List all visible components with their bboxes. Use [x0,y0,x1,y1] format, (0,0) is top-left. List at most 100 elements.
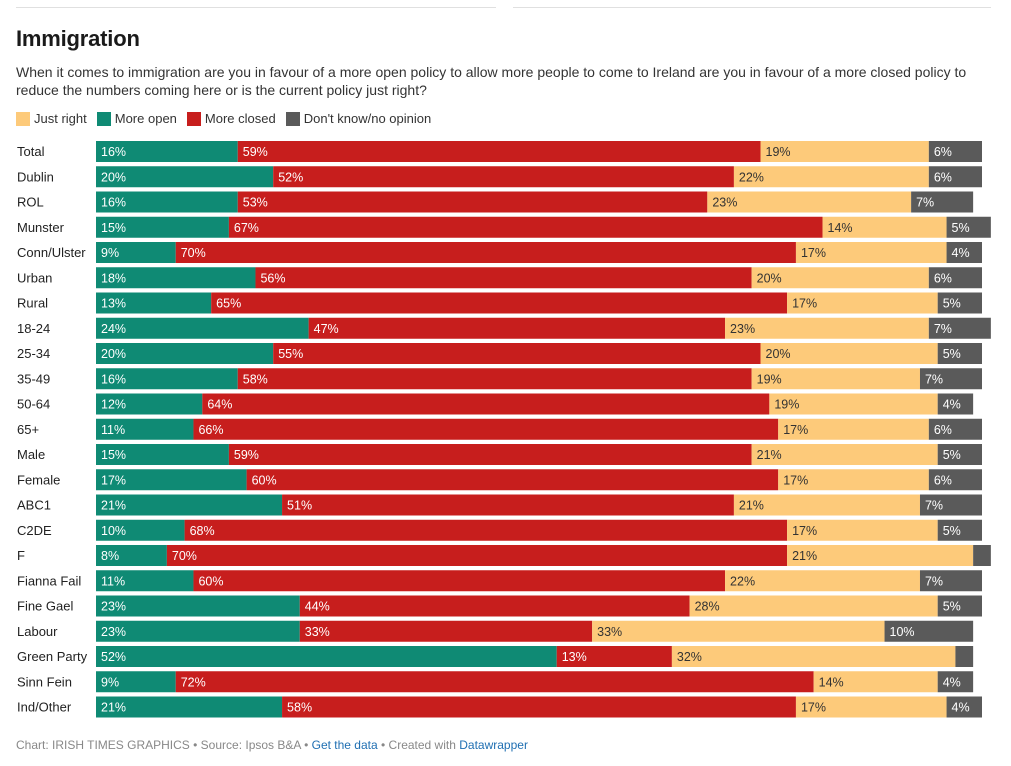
bar-just-right-ind-other [795,696,947,718]
value-label-just-right-50-64: 19% [774,398,799,412]
bar-don-t-know-no-opinion-munster [946,216,991,238]
bar-more-open-65 [96,418,194,440]
bar-more-closed-conn-ulster [175,242,796,263]
category-label-50-64: 50-64 [17,397,50,412]
bar-don-t-know-no-opinion-urban [928,267,982,289]
legend-item-dont-know: Don't know/no opinion [285,111,431,126]
legend-label: More open [114,111,177,126]
bar-just-right-rural [787,292,938,314]
value-label-more-open-65: 11% [101,423,125,437]
value-label-more-closed-green-party: 13% [562,650,587,664]
bar-more-closed-c2de [184,519,788,541]
value-label-don-t-know-no-opinion-female: 6% [934,473,952,487]
value-label-more-open-labour: 23% [101,625,126,639]
value-label-don-t-know-no-opinion-male: 5% [943,448,961,462]
footer-credit: Chart: IRISH TIMES GRAPHICS • Source: Ip… [16,738,312,752]
bar-just-right-male [751,444,938,465]
category-label-25-34: 25-34 [17,346,50,361]
bar-don-t-know-no-opinion-fine-gael [937,595,982,617]
bar-more-open-fine-gael [96,595,300,617]
bar-just-right-65 [778,418,929,440]
value-label-more-open-total: 16% [101,145,126,159]
bar-don-t-know-no-opinion-fianna-fail [919,570,982,592]
value-label-more-open-female: 17% [101,473,126,487]
category-label-c2de: C2DE [17,523,52,538]
bar-more-closed-total [237,141,761,162]
value-label-more-open-ind-other: 21% [101,701,126,715]
bar-just-right-munster [822,216,947,238]
bar-more-open-munster [96,216,229,238]
bar-just-right-labour [592,620,885,642]
legend-swatch [186,111,201,126]
value-label-more-open-abc1: 21% [101,499,126,513]
value-label-more-closed-abc1: 51% [287,499,312,513]
value-label-more-open-conn-ulster: 9% [101,246,119,260]
category-label-fianna-fail: Fianna Fail [17,573,81,588]
legend-item-more-closed: More closed [186,111,276,126]
value-label-don-t-know-no-opinion-rural: 5% [943,297,961,311]
legend-swatch [285,111,300,126]
bar-just-right-female [778,469,929,491]
value-label-just-right-female: 17% [783,473,808,487]
value-label-don-t-know-no-opinion-rol: 7% [916,196,934,210]
bar-more-open-rol [96,191,238,213]
value-label-more-open-c2de: 10% [101,524,126,538]
value-label-more-closed-female: 60% [252,473,277,487]
value-label-more-closed-35-49: 58% [243,372,268,386]
value-label-don-t-know-no-opinion-ind-other: 4% [952,701,970,715]
top-divider-left [16,7,496,8]
bar-just-right-50-64 [769,393,938,415]
bar-more-open-c2de [96,519,185,541]
bar-just-right-rol [707,191,912,213]
category-label-male: Male [17,447,45,462]
value-label-just-right-fianna-fail: 22% [730,574,755,588]
bar-don-t-know-no-opinion-ind-other [946,696,982,718]
value-label-more-closed-25-34: 55% [278,347,303,361]
bar-don-t-know-no-opinion-female [928,469,982,491]
value-label-just-right-fine-gael: 28% [695,600,720,614]
value-label-don-t-know-no-opinion-munster: 5% [952,221,970,235]
bar-more-open-labour [96,620,300,642]
category-label-green-party: Green Party [17,649,88,664]
value-label-more-open-50-64: 12% [101,398,126,412]
value-label-don-t-know-no-opinion-18-24: 7% [934,322,952,336]
category-label-dublin: Dublin [17,169,54,184]
value-label-don-t-know-no-opinion-25-34: 5% [943,347,961,361]
legend-label: More closed [204,111,276,126]
value-label-don-t-know-no-opinion-conn-ulster: 4% [952,246,970,260]
bar-more-open-sinn-fein [96,671,176,693]
value-label-more-closed-labour: 33% [305,625,330,639]
bar-more-closed-18-24 [308,317,726,339]
value-label-just-right-ind-other: 17% [801,701,826,715]
bar-don-t-know-no-opinion-dublin [928,166,982,188]
value-label-more-closed-ind-other: 58% [287,701,312,715]
value-label-more-open-dublin: 20% [101,170,126,184]
value-label-just-right-rol: 23% [712,196,737,210]
value-label-just-right-munster: 14% [828,221,853,235]
value-label-more-closed-c2de: 68% [190,524,215,538]
value-label-more-closed-dublin: 52% [278,170,303,184]
value-label-just-right-f: 21% [792,549,817,563]
value-label-just-right-25-34: 20% [766,347,791,361]
value-label-don-t-know-no-opinion-35-49: 7% [925,372,943,386]
value-label-more-closed-18-24: 47% [314,322,339,336]
bar-just-right-fine-gael [689,595,938,617]
value-label-more-closed-urban: 56% [260,271,285,285]
bar-just-right-c2de [787,519,938,541]
bar-just-right-total [760,141,929,162]
value-label-just-right-dublin: 22% [739,170,764,184]
bar-don-t-know-no-opinion-rural [937,292,982,314]
datawrapper-link[interactable]: Datawrapper [459,738,528,752]
value-label-more-closed-fine-gael: 44% [305,600,330,614]
bar-just-right-35-49 [751,368,920,390]
get-the-data-link[interactable]: Get the data [311,738,378,752]
bar-more-closed-50-64 [202,393,770,415]
category-label-total: Total [17,144,45,159]
value-label-just-right-18-24: 23% [730,322,755,336]
value-label-more-closed-sinn-fein: 72% [181,675,206,689]
value-label-more-open-35-49: 16% [101,372,126,386]
bar-don-t-know-no-opinion-green-party [955,646,974,667]
bar-more-open-total [96,141,238,162]
category-label-abc1: ABC1 [17,498,51,513]
bar-more-closed-ind-other [282,696,796,718]
